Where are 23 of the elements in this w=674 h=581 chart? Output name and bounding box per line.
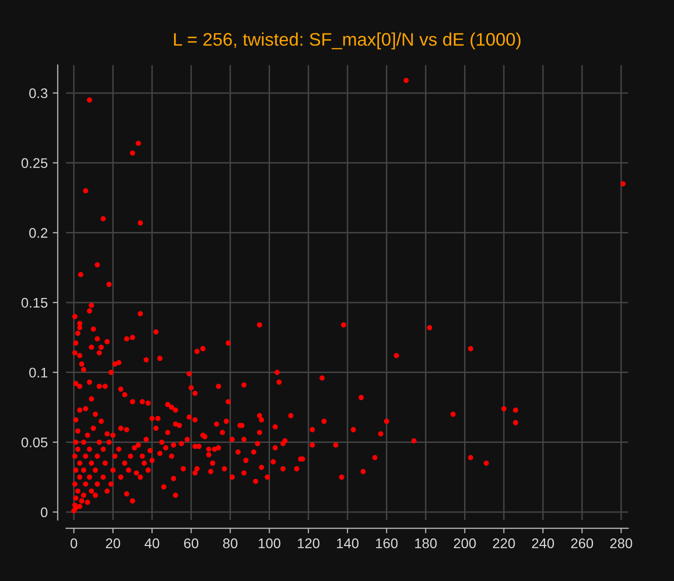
x-tick-label: 260 xyxy=(571,538,594,548)
x-tick-label: 100 xyxy=(258,538,280,548)
x-tick-label: 80 xyxy=(223,538,238,548)
x-tick-label: 240 xyxy=(532,538,554,548)
y-tick-label: 0.3 xyxy=(29,88,48,98)
x-tick-label: 180 xyxy=(415,538,437,548)
x-tick-label: 140 xyxy=(336,538,359,548)
chart-title: L = 256, twisted: SF_max[0]/N vs dE (1000) xyxy=(174,32,521,50)
x-tick-label: 120 xyxy=(298,538,320,548)
y-tick-label: 0.15 xyxy=(22,298,48,308)
y-tick-label: 0.25 xyxy=(22,158,48,168)
y-tick-label: 0.05 xyxy=(22,438,48,448)
x-tick-label: 0 xyxy=(70,538,78,548)
x-tick-label: 200 xyxy=(454,538,476,548)
x-tick-label: 40 xyxy=(144,538,160,548)
y-tick-label: 0.1 xyxy=(29,368,48,378)
y-tick-label: 0.2 xyxy=(29,228,48,238)
x-tick-label: 280 xyxy=(610,538,632,548)
x-tick-label: 60 xyxy=(184,538,198,548)
x-tick-label: 20 xyxy=(106,538,120,548)
y-tick-label: 0 xyxy=(40,507,48,518)
x-tick-label: 160 xyxy=(376,538,398,548)
x-tick-label: 220 xyxy=(492,538,515,548)
